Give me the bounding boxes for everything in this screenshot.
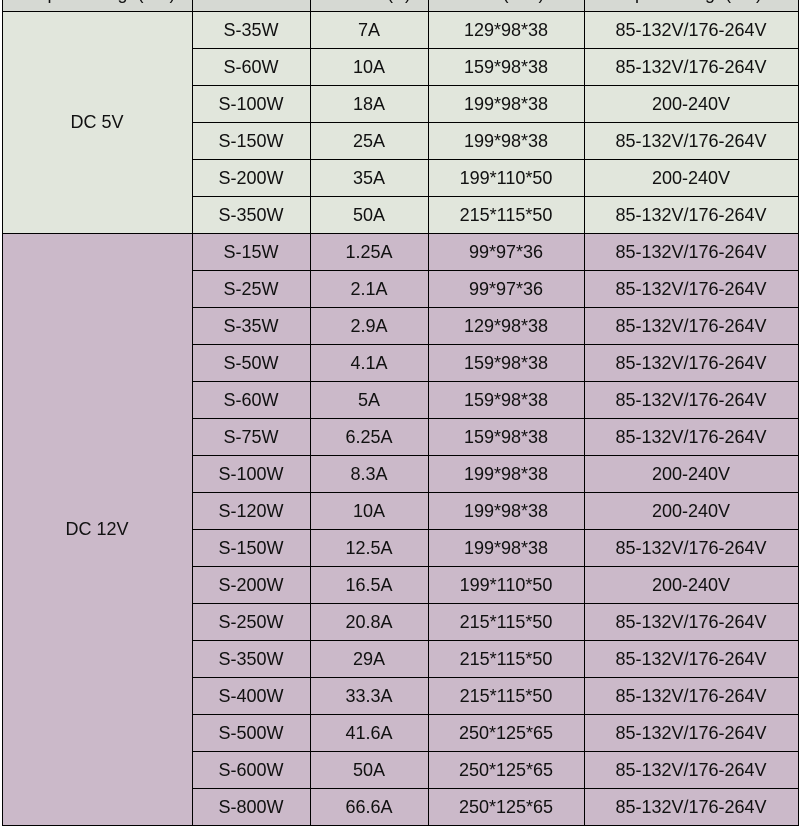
cell-input: 85-132V/176-264V	[584, 678, 798, 715]
cell-size: 250*125*65	[428, 752, 584, 789]
cell-current: 50A	[310, 752, 428, 789]
table-row: DC 12V S-15W 1.25A 99*97*36 85-132V/176-…	[2, 234, 798, 271]
cell-model: S-50W	[192, 345, 310, 382]
cell-size: 215*115*50	[428, 641, 584, 678]
cell-input: 200-240V	[584, 493, 798, 530]
cell-size: 99*97*36	[428, 234, 584, 271]
cell-size: 199*98*38	[428, 456, 584, 493]
cell-current: 10A	[310, 493, 428, 530]
cell-model: S-75W	[192, 419, 310, 456]
cell-current: 1.25A	[310, 234, 428, 271]
cell-current: 66.6A	[310, 789, 428, 826]
cell-input: 200-240V	[584, 160, 798, 197]
group-label-12v: DC 12V	[2, 234, 192, 826]
cell-model: S-350W	[192, 641, 310, 678]
cell-current: 10A	[310, 49, 428, 86]
cell-input: 85-132V/176-264V	[584, 604, 798, 641]
cell-input: 85-132V/176-264V	[584, 123, 798, 160]
cell-model: S-150W	[192, 123, 310, 160]
cell-current: 25A	[310, 123, 428, 160]
cell-model: S-25W	[192, 271, 310, 308]
cell-model: S-100W	[192, 86, 310, 123]
col-input-voltage: Input Voltage(AC)	[584, 0, 798, 12]
cell-size: 199*110*50	[428, 567, 584, 604]
cell-model: S-400W	[192, 678, 310, 715]
col-output-voltage: Output Voltage(DC)	[2, 0, 192, 12]
cell-size: 199*110*50	[428, 160, 584, 197]
cell-input: 85-132V/176-264V	[584, 308, 798, 345]
cell-input: 85-132V/176-264V	[584, 419, 798, 456]
cell-size: 199*98*38	[428, 123, 584, 160]
cell-current: 12.5A	[310, 530, 428, 567]
cell-current: 20.8A	[310, 604, 428, 641]
cell-input: 85-132V/176-264V	[584, 752, 798, 789]
cell-current: 35A	[310, 160, 428, 197]
cell-current: 2.1A	[310, 271, 428, 308]
cell-size: 215*115*50	[428, 197, 584, 234]
cell-model: S-150W	[192, 530, 310, 567]
cell-model: S-60W	[192, 382, 310, 419]
cell-size: 199*98*38	[428, 86, 584, 123]
cell-size: 215*115*50	[428, 604, 584, 641]
cell-size: 159*98*38	[428, 419, 584, 456]
cell-input: 200-240V	[584, 456, 798, 493]
cell-size: 159*98*38	[428, 382, 584, 419]
cell-size: 129*98*38	[428, 12, 584, 49]
cell-current: 41.6A	[310, 715, 428, 752]
cell-model: S-800W	[192, 789, 310, 826]
cell-input: 85-132V/176-264V	[584, 234, 798, 271]
cell-size: 250*125*65	[428, 715, 584, 752]
cell-model: S-200W	[192, 160, 310, 197]
cell-current: 8.3A	[310, 456, 428, 493]
cell-model: S-100W	[192, 456, 310, 493]
cell-current: 6.25A	[310, 419, 428, 456]
cell-current: 33.3A	[310, 678, 428, 715]
cell-current: 5A	[310, 382, 428, 419]
group-label-5v: DC 5V	[2, 12, 192, 234]
cell-input: 85-132V/176-264V	[584, 382, 798, 419]
cell-size: 199*98*38	[428, 493, 584, 530]
cell-input: 85-132V/176-264V	[584, 345, 798, 382]
power-supply-table: Output Voltage(DC) Model Current(A) Size…	[2, 0, 799, 826]
cell-input: 85-132V/176-264V	[584, 197, 798, 234]
cell-input: 85-132V/176-264V	[584, 715, 798, 752]
cell-input: 85-132V/176-264V	[584, 12, 798, 49]
cell-current: 29A	[310, 641, 428, 678]
cell-input: 85-132V/176-264V	[584, 49, 798, 86]
cell-input: 85-132V/176-264V	[584, 641, 798, 678]
cell-size: 129*98*38	[428, 308, 584, 345]
cell-model: S-15W	[192, 234, 310, 271]
cell-size: 99*97*36	[428, 271, 584, 308]
cell-current: 7A	[310, 12, 428, 49]
cell-input: 85-132V/176-264V	[584, 530, 798, 567]
cell-size: 250*125*65	[428, 789, 584, 826]
cell-model: S-120W	[192, 493, 310, 530]
cell-input: 85-132V/176-264V	[584, 789, 798, 826]
cell-current: 18A	[310, 86, 428, 123]
col-size: Size(mm)	[428, 0, 584, 12]
cell-current: 16.5A	[310, 567, 428, 604]
cell-size: 159*98*38	[428, 345, 584, 382]
col-current: Current(A)	[310, 0, 428, 12]
cell-size: 159*98*38	[428, 49, 584, 86]
cell-model: S-35W	[192, 308, 310, 345]
cell-model: S-200W	[192, 567, 310, 604]
cell-current: 2.9A	[310, 308, 428, 345]
cell-model: S-500W	[192, 715, 310, 752]
cell-current: 4.1A	[310, 345, 428, 382]
cell-model: S-60W	[192, 49, 310, 86]
cell-current: 50A	[310, 197, 428, 234]
cell-model: S-600W	[192, 752, 310, 789]
table-header-row: Output Voltage(DC) Model Current(A) Size…	[2, 0, 798, 12]
cell-input: 200-240V	[584, 567, 798, 604]
cell-size: 199*98*38	[428, 530, 584, 567]
cell-model: S-35W	[192, 12, 310, 49]
cell-model: S-250W	[192, 604, 310, 641]
cell-input: 200-240V	[584, 86, 798, 123]
cell-size: 215*115*50	[428, 678, 584, 715]
cell-input: 85-132V/176-264V	[584, 271, 798, 308]
col-model: Model	[192, 0, 310, 12]
cell-model: S-350W	[192, 197, 310, 234]
table-row: DC 5V S-35W 7A 129*98*38 85-132V/176-264…	[2, 12, 798, 49]
